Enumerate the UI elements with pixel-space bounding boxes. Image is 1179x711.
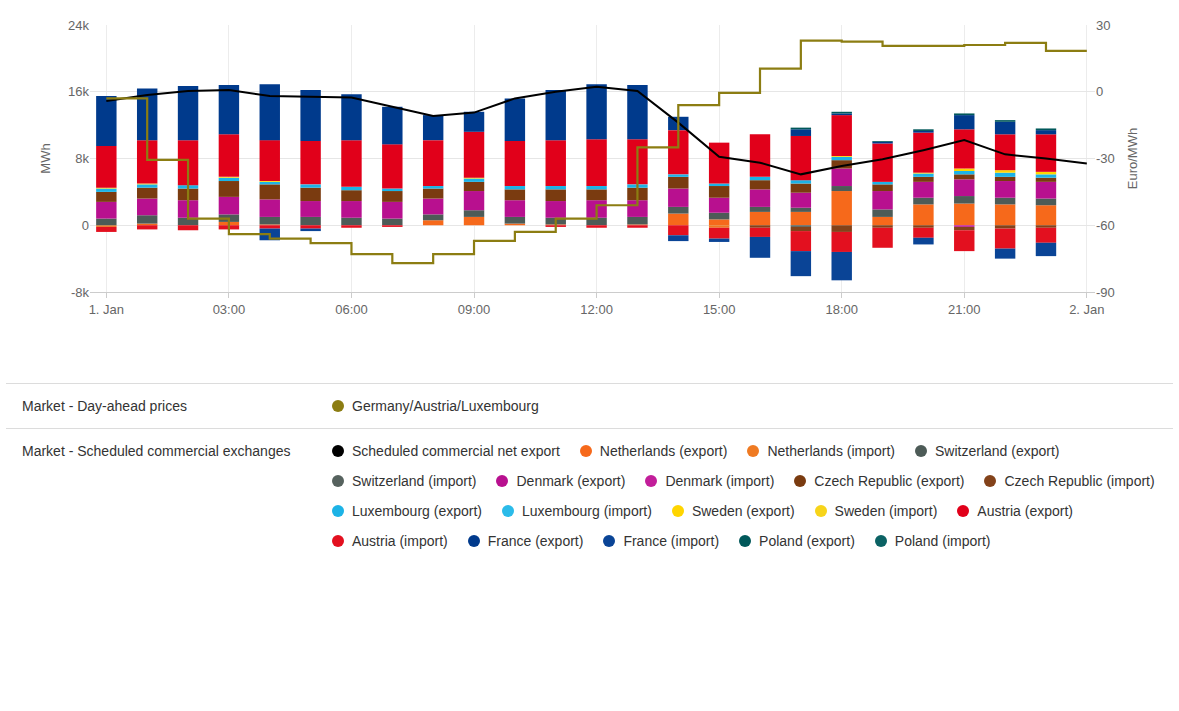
svg-text:16k: 16k xyxy=(68,84,89,99)
html-text:Market - Day-ahead prices: Market - Day-ahead prices xyxy=(22,398,187,414)
html-text:Netherlands (export): Netherlands (export) xyxy=(599,443,728,459)
html-text:Germany/Austria/Luxembourg: Germany/Austria/Luxembourg xyxy=(352,398,539,414)
svg-text:8k: 8k xyxy=(75,151,89,166)
svg-text:30: 30 xyxy=(1096,18,1110,33)
html-text:Poland (import): Poland (import) xyxy=(894,533,991,549)
svg-text:12:00: 12:00 xyxy=(580,302,613,317)
html-text:Poland (export): Poland (export) xyxy=(759,533,855,549)
svg-text:06:00: 06:00 xyxy=(335,302,368,317)
svg-text:0: 0 xyxy=(82,218,89,233)
html-text:Austria (export): Austria (export) xyxy=(977,503,1073,519)
svg-text:21:00: 21:00 xyxy=(948,302,981,317)
html-text:Market - Scheduled commercial: Market - Scheduled commercial exchanges xyxy=(22,443,291,459)
html-text:Luxembourg (export): Luxembourg (export) xyxy=(352,503,482,519)
html-text:Sweden (import): Sweden (import) xyxy=(834,503,938,519)
svg-text:-8k: -8k xyxy=(71,285,90,300)
svg-text:09:00: 09:00 xyxy=(458,302,491,317)
svg-text:Euro/MWh: Euro/MWh xyxy=(1125,128,1140,189)
html-text:Switzerland (import): Switzerland (import) xyxy=(352,473,477,489)
svg-text:24k: 24k xyxy=(68,18,89,33)
html-text:France (export): France (export) xyxy=(487,533,584,549)
html-text:Switzerland (export): Switzerland (export) xyxy=(935,443,1060,459)
html-text:Denmark (import): Denmark (import) xyxy=(665,473,775,489)
svg-text:2. Jan: 2. Jan xyxy=(1069,302,1104,317)
html-text:Netherlands (import): Netherlands (import) xyxy=(767,443,895,459)
html-text:Czech Republic (export): Czech Republic (export) xyxy=(814,473,965,489)
html-text:Austria (import): Austria (import) xyxy=(352,533,448,549)
svg-text:03:00: 03:00 xyxy=(213,302,246,317)
html-text:Czech Republic (import): Czech Republic (import) xyxy=(1004,473,1155,489)
html-text:France (import): France (import) xyxy=(623,533,720,549)
html-text:Luxembourg (import): Luxembourg (import) xyxy=(522,503,652,519)
html-text:Scheduled commercial net expor: Scheduled commercial net export xyxy=(352,443,560,459)
svg-text:MWh: MWh xyxy=(38,143,53,173)
svg-text:-90: -90 xyxy=(1096,285,1115,300)
svg-text:-30: -30 xyxy=(1096,151,1115,166)
html-text:Sweden (export): Sweden (export) xyxy=(691,503,795,519)
svg-text:1. Jan: 1. Jan xyxy=(89,302,124,317)
html-text:Denmark (export): Denmark (export) xyxy=(516,473,626,489)
svg-text:0: 0 xyxy=(1096,84,1103,99)
svg-text:15:00: 15:00 xyxy=(703,302,736,317)
svg-text:18:00: 18:00 xyxy=(825,302,858,317)
svg-text:-60: -60 xyxy=(1096,218,1115,233)
